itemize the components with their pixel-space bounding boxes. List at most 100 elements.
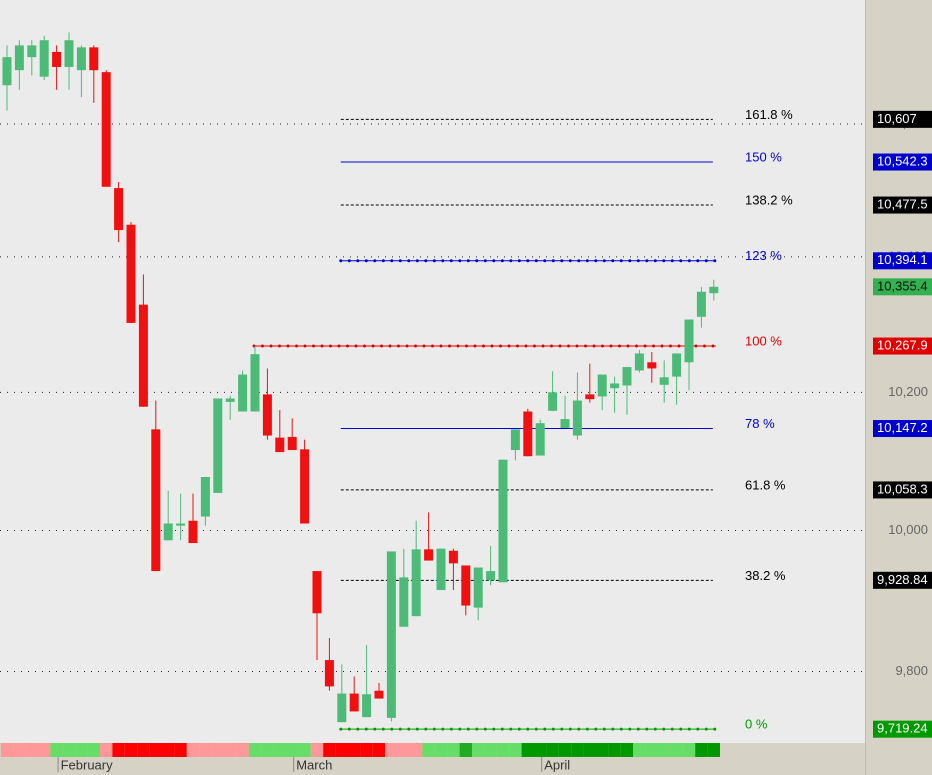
state-bar: [459, 743, 472, 757]
level-label: 138.2 %: [745, 192, 793, 207]
state-bar: [224, 743, 237, 757]
candle-body: [709, 286, 719, 294]
candle-body: [399, 577, 409, 627]
candle-body: [225, 398, 235, 402]
candle-body: [461, 565, 471, 606]
state-bar: [472, 743, 485, 757]
state-bar: [137, 743, 150, 757]
state-bar: [323, 743, 336, 757]
x-tick-label: February: [61, 757, 114, 772]
candle-body: [163, 523, 173, 541]
level-price-label: 9,928.84: [877, 572, 928, 587]
candle-body: [238, 374, 248, 412]
state-bar: [521, 743, 534, 757]
state-bar: [310, 743, 324, 757]
candle-body: [424, 549, 434, 561]
state-bar: [100, 743, 113, 757]
state-bar: [583, 743, 596, 757]
level-price-label: 10,394.1: [877, 252, 928, 267]
state-bar: [658, 743, 671, 757]
candle-body: [386, 551, 396, 718]
state-bar: [509, 743, 522, 757]
level-price-label: 9,719.24: [877, 721, 928, 736]
plot-area: [0, 0, 865, 743]
state-bar: [484, 743, 497, 757]
candle-body: [126, 224, 136, 323]
state-bar: [558, 743, 572, 757]
candle-body: [262, 394, 272, 436]
level-price-label: 10,542.3: [877, 153, 928, 168]
candle-body: [647, 362, 657, 369]
state-bar: [372, 743, 386, 757]
candle-body: [52, 51, 62, 67]
level-price-box: [873, 481, 932, 499]
candle-body: [659, 377, 669, 385]
candle-body: [27, 45, 37, 58]
candle-body: [176, 523, 186, 526]
candle-body: [362, 694, 372, 718]
candle-body: [411, 549, 421, 617]
state-bar: [75, 743, 88, 757]
state-bar: [236, 743, 249, 757]
state-bar: [124, 743, 138, 757]
candle-body: [64, 40, 74, 67]
last-price-label: 10,355.4: [877, 278, 928, 293]
level-label: 78 %: [745, 416, 775, 431]
level-price-label: 10,147.2: [877, 420, 928, 435]
state-bar: [112, 743, 125, 757]
state-bar: [410, 743, 423, 757]
candle-body: [213, 398, 223, 493]
candle-body: [250, 354, 260, 412]
state-bar: [149, 743, 162, 757]
candle-body: [560, 419, 570, 428]
candle-body: [324, 660, 334, 687]
state-bar: [434, 743, 448, 757]
candle-body: [548, 392, 558, 411]
state-bar: [707, 743, 720, 757]
candle-body: [287, 436, 297, 451]
state-bar: [186, 743, 200, 757]
candle-body: [14, 45, 24, 71]
state-bar: [670, 743, 683, 757]
y-tick-label: 10,200: [888, 384, 928, 399]
level-price-label: 10,477.5: [877, 196, 928, 211]
candle-body: [374, 690, 384, 699]
level-price-label: 10,607: [877, 111, 917, 126]
level-price-box: [873, 720, 932, 738]
y-tick-label: 10,000: [888, 522, 928, 537]
state-bar: [608, 743, 621, 757]
state-bar: [546, 743, 559, 757]
candle-body: [2, 57, 12, 86]
level-price-box: [873, 196, 932, 214]
state-bar: [50, 743, 63, 757]
last-price-box: [873, 278, 932, 296]
candle-body: [349, 693, 359, 712]
candle-body: [672, 353, 682, 377]
candle-body: [448, 550, 458, 564]
candle-body: [114, 188, 124, 231]
state-bar: [25, 743, 38, 757]
candle-body: [523, 411, 533, 457]
candle-body: [89, 47, 99, 71]
candle-body: [337, 693, 347, 723]
candle-body: [498, 459, 508, 583]
candle-body: [610, 383, 620, 389]
state-bar: [360, 743, 373, 757]
state-bar: [645, 743, 658, 757]
candle-body: [634, 353, 644, 371]
candle-body: [473, 567, 483, 608]
level-label: 100 %: [745, 333, 782, 348]
candle-body: [138, 304, 148, 407]
state-bar: [335, 743, 348, 757]
level-label: 161.8 %: [745, 107, 793, 122]
level-price-box: [873, 110, 932, 128]
state-bar: [397, 743, 410, 757]
state-bar: [348, 743, 361, 757]
state-bar: [447, 743, 460, 757]
state-bar: [273, 743, 286, 757]
state-bar: [682, 743, 696, 757]
candle-body: [696, 291, 706, 317]
state-bar: [174, 743, 187, 757]
state-bar: [534, 743, 547, 757]
